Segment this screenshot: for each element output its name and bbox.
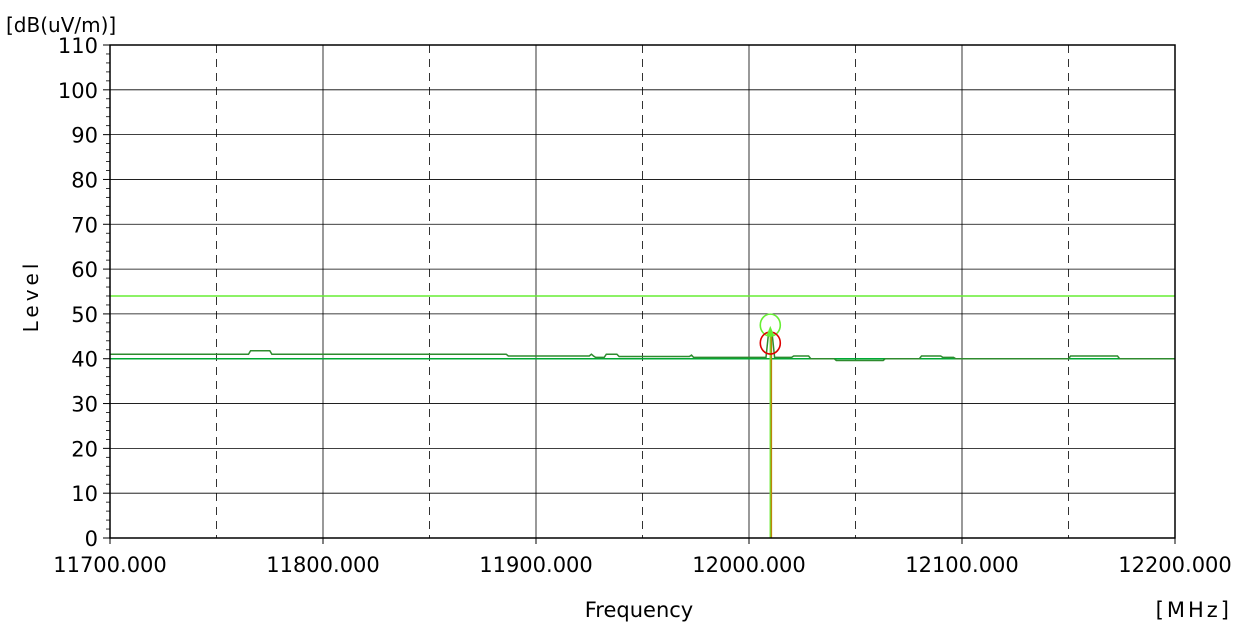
y-tick-label: 40 — [71, 348, 98, 372]
x-tick-label: 11900.000 — [479, 553, 593, 577]
y-tick-label: 60 — [71, 258, 98, 282]
y-tick-label: 30 — [71, 393, 98, 417]
x-tick-label: 11800.000 — [266, 553, 380, 577]
y-axis-title: Level — [19, 260, 43, 333]
peak-marker-circle — [759, 313, 782, 337]
y-unit-label: [dB(uV/m)] — [6, 13, 116, 37]
x-tick-label: 12100.000 — [905, 553, 1019, 577]
grid-layer — [110, 45, 1175, 538]
x-tick-label: 12200.000 — [1118, 553, 1232, 577]
x-tick-label: 12000.000 — [692, 553, 806, 577]
y-tick-label: 50 — [71, 303, 98, 327]
y-tick-label: 80 — [71, 168, 98, 192]
y-tick-label: 10 — [71, 482, 98, 506]
y-tick-label: 90 — [71, 124, 98, 148]
peak-marker-arrow — [766, 325, 775, 336]
x-unit-label: [MHz] — [1156, 598, 1232, 622]
y-tick-label: 110 — [58, 34, 98, 58]
plot-frame — [109, 44, 1176, 539]
x-axis-title: Frequency — [585, 598, 694, 622]
axis-layer: 0 10 20 30 40 50 60 70 80 90 100 110 11700.000 11800.… — [53, 34, 1232, 577]
marker-layer — [759, 313, 782, 538]
y-tick-label: 20 — [71, 437, 98, 461]
y-tick-label: 70 — [71, 213, 98, 237]
y-tick-label: 0 — [85, 527, 98, 551]
y-tick-label: 100 — [58, 79, 98, 103]
x-tick-label: 11700.000 — [53, 553, 167, 577]
